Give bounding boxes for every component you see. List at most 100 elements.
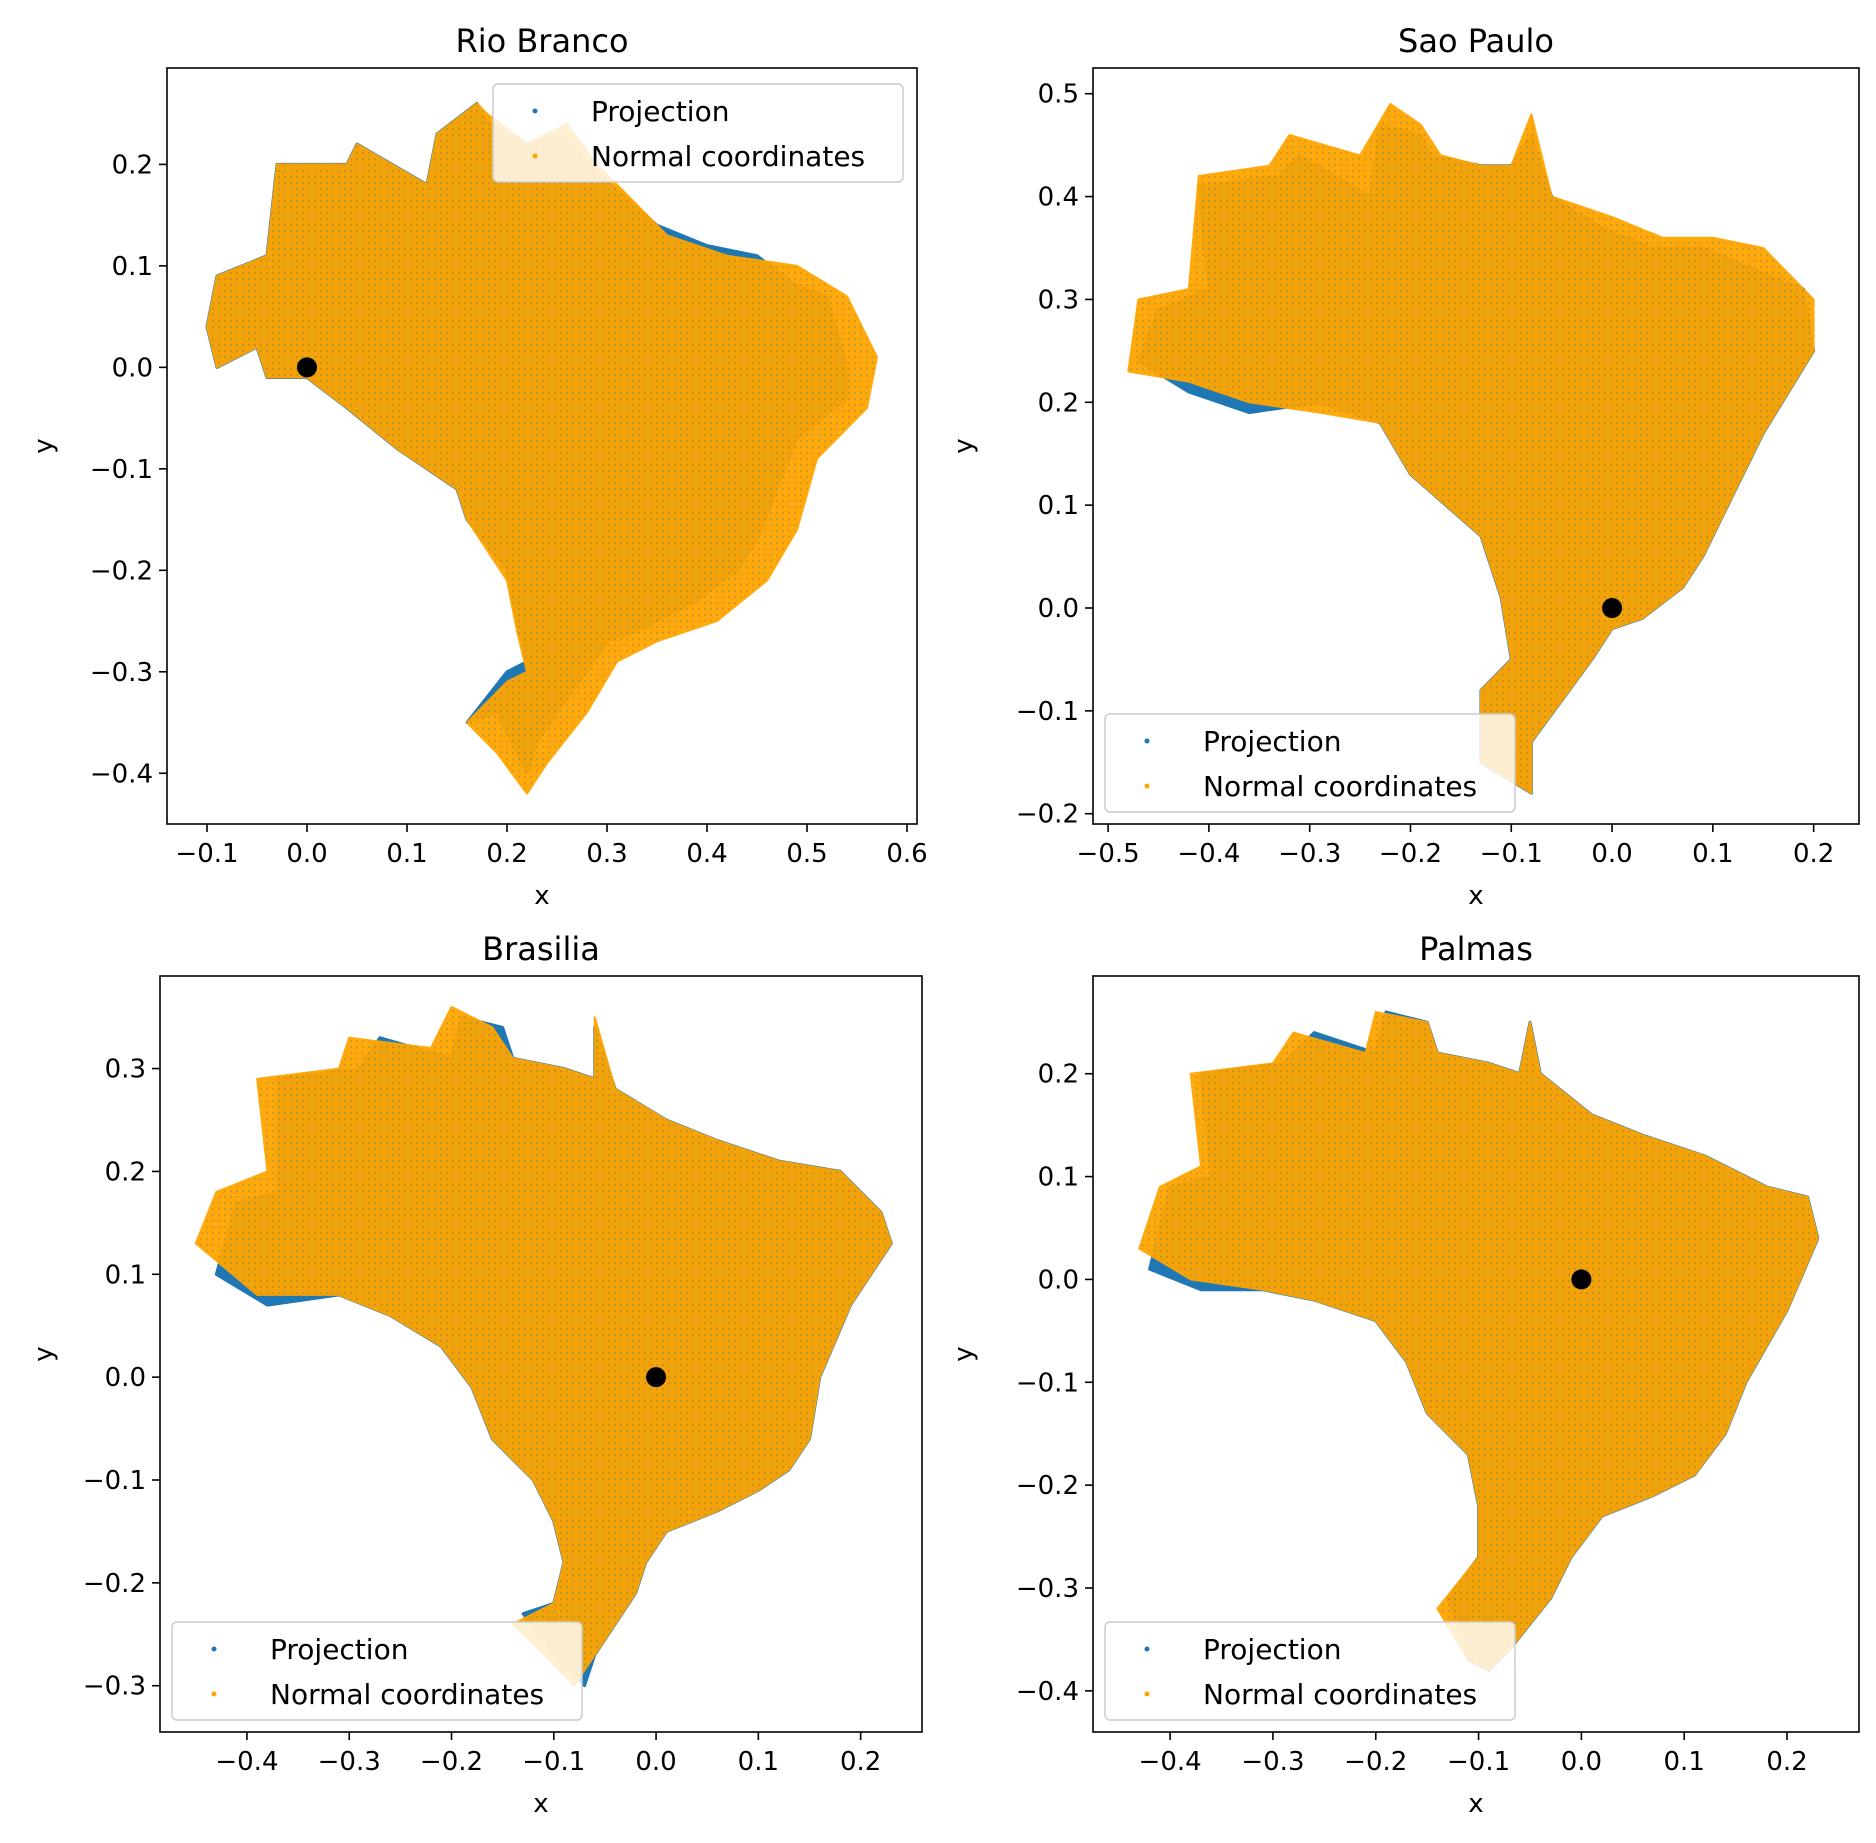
- plot-area: [205, 102, 878, 795]
- chart-title: Brasilia: [482, 930, 600, 968]
- axes-frame: [159, 975, 923, 1733]
- legend-box: [171, 1621, 583, 1721]
- y-axis-label: y: [29, 1346, 59, 1361]
- legend-marker-normal: [1144, 1691, 1150, 1697]
- legend-marker-projection: [532, 108, 538, 114]
- y-tick-label: −0.1: [83, 1466, 146, 1496]
- plot-area: [1138, 1010, 1820, 1672]
- x-tick-label: −0.4: [215, 1747, 278, 1777]
- x-tick-label: 0.0: [635, 1747, 676, 1777]
- legend-marker-normal: [211, 1691, 217, 1697]
- y-tick-label: 0.0: [1038, 1265, 1079, 1295]
- legend: Projection Normal coordinates: [1104, 713, 1516, 813]
- y-tick-label: 0.0: [1038, 594, 1079, 624]
- legend-marker-normal: [532, 153, 538, 159]
- axes-frame: [1092, 975, 1860, 1733]
- y-tick-label: −0.3: [1016, 1574, 1079, 1604]
- y-tick-label: −0.2: [1016, 800, 1079, 830]
- x-tick-label: 0.5: [786, 839, 827, 869]
- y-tick-label: 0.2: [1038, 388, 1079, 418]
- y-tick-label: −0.1: [90, 455, 153, 485]
- x-tick-label: 0.6: [886, 839, 927, 869]
- x-tick-label: −0.4: [1139, 1747, 1202, 1777]
- x-tick-label: 0.1: [386, 839, 427, 869]
- subplots: −0.1 0.0 0.1 0.2 0.3 0.4 0.5 0.6−0.4−0.3−0.2−0.…: [29, 22, 1860, 1819]
- x-tick-label: 0.0: [1591, 839, 1632, 869]
- x-tick-label: −0.4: [1177, 839, 1240, 869]
- legend-marker-projection: [1144, 1646, 1150, 1652]
- series-normal-coordinates: [1138, 1011, 1819, 1672]
- y-tick-label: 0.3: [1038, 285, 1079, 315]
- y-tick-label: 0.5: [1038, 80, 1079, 110]
- legend-marker-projection: [1144, 738, 1150, 744]
- axes-frame: [1092, 67, 1860, 825]
- chart-title: Rio Branco: [455, 22, 628, 60]
- x-tick-label: 0.1: [1692, 839, 1733, 869]
- x-axis-label: x: [534, 881, 549, 911]
- legend-marker-projection: [211, 1646, 217, 1652]
- center-point: [1602, 598, 1623, 618]
- x-tick-label: 0.4: [686, 839, 727, 869]
- y-axis-label: y: [29, 438, 59, 453]
- x-tick-label: −0.2: [420, 1747, 483, 1777]
- x-axis-label: x: [533, 1789, 548, 1819]
- legend-box: [1104, 713, 1516, 813]
- x-tick-label: 0.2: [1766, 1747, 1807, 1777]
- y-tick-label: 0.2: [1038, 1060, 1079, 1090]
- plot-area: [194, 1005, 893, 1688]
- x-tick-label: −0.1: [522, 1747, 585, 1777]
- x-axis-label: x: [1468, 1789, 1483, 1819]
- x-tick-label: 0.2: [840, 1747, 881, 1777]
- x-tick-label: −0.1: [175, 839, 238, 869]
- y-tick-label: −0.4: [1016, 1677, 1079, 1707]
- y-tick-label: 0.2: [105, 1157, 146, 1187]
- x-tick-label: −0.2: [1379, 839, 1442, 869]
- x-tick-label: −0.2: [1344, 1747, 1407, 1777]
- subplot-palmas: −0.4 −0.3 −0.2 −0.1 0.0 0.1 0.2 −0.4 −0.3 −0.2 −0.…: [949, 930, 1860, 1819]
- x-tick-label: 0.1: [1664, 1747, 1705, 1777]
- legend-label-normal-coordinates: Normal coordinates: [1203, 770, 1477, 803]
- x-tick-label: 0.3: [586, 839, 627, 869]
- y-tick-label: 0.0: [112, 353, 153, 383]
- y-tick-label: 0.3: [105, 1055, 146, 1085]
- x-tick-label: 0.0: [1561, 1747, 1602, 1777]
- subplot-brasilia: −0.4 −0.3 −0.2 −0.1 0.0 0.1 0.2 −0.3 −0.2 −0.1 0.0…: [29, 930, 923, 1819]
- legend-label-projection: Projection: [1203, 1633, 1341, 1666]
- legend-label-projection: Projection: [1203, 725, 1341, 758]
- x-tick-label: 0.2: [486, 839, 527, 869]
- x-tick-label: 0.0: [286, 839, 327, 869]
- y-tick-label: −0.4: [90, 759, 153, 789]
- y-tick-label: 0.1: [105, 1260, 146, 1290]
- legend: Projection Normal coordinates: [1104, 1621, 1516, 1721]
- y-tick-label: 0.1: [1038, 1163, 1079, 1193]
- y-tick-label: 0.0: [105, 1363, 146, 1393]
- y-tick-label: 0.1: [1038, 491, 1079, 521]
- y-tick-label: −0.2: [90, 556, 153, 586]
- y-tick-label: −0.3: [90, 658, 153, 688]
- y-tick-label: −0.2: [83, 1569, 146, 1599]
- y-tick-label: 0.4: [1038, 183, 1079, 213]
- subplot-rio-branco: −0.1 0.0 0.1 0.2 0.3 0.4 0.5 0.6 −0.4 −0.3 −0.2 −0.…: [29, 22, 928, 911]
- x-tick-label: −0.3: [1241, 1747, 1304, 1777]
- legend-marker-normal: [1144, 783, 1150, 789]
- x-axis-label: x: [1468, 881, 1483, 911]
- y-tick-label: −0.1: [1016, 1368, 1079, 1398]
- plot-area: [1127, 103, 1816, 795]
- y-tick-label: −0.1: [1016, 697, 1079, 727]
- series-normal-coordinates: [206, 102, 878, 795]
- y-tick-label: −0.3: [83, 1672, 146, 1702]
- x-tick-label: 0.1: [738, 1747, 779, 1777]
- y-tick-label: −0.2: [1016, 1471, 1079, 1501]
- chart-title: Palmas: [1419, 930, 1533, 968]
- x-tick-label: −0.1: [1447, 1747, 1510, 1777]
- axes-frame: [166, 67, 918, 825]
- series-normal-coordinates: [194, 1005, 893, 1687]
- y-axis-label: y: [949, 1346, 979, 1361]
- legend-box: [1104, 1621, 1516, 1721]
- y-tick-label: 0.1: [112, 252, 153, 282]
- x-tick-label: −0.1: [1480, 839, 1543, 869]
- legend-label-normal-coordinates: Normal coordinates: [1203, 1678, 1477, 1711]
- legend-label-projection: Projection: [270, 1633, 408, 1666]
- legend-label-projection: Projection: [591, 95, 729, 128]
